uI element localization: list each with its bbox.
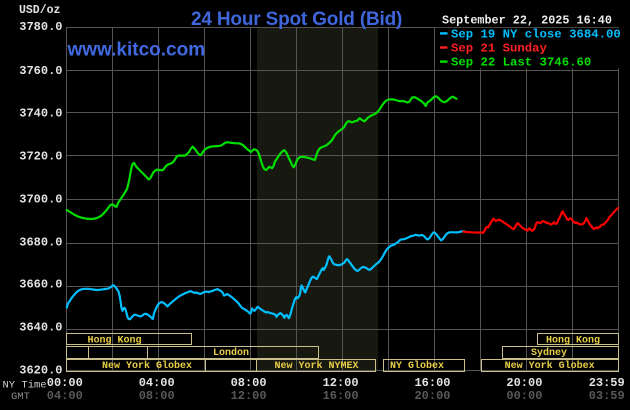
svg-text:3760.0: 3760.0 [19,64,62,78]
svg-text:20:00: 20:00 [414,389,450,403]
svg-text:04:00: 04:00 [47,389,83,403]
svg-text:03:59: 03:59 [589,389,625,403]
svg-text:23:59: 23:59 [589,376,625,390]
svg-text:NY Globex: NY Globex [390,360,444,372]
svg-text:Sep 21 Sunday: Sep 21 Sunday [451,41,548,55]
svg-text:3660.0: 3660.0 [19,278,62,292]
svg-text:Sydney: Sydney [531,347,567,359]
svg-text:Hong Kong: Hong Kong [88,335,142,346]
svg-text:3740.0: 3740.0 [19,106,62,120]
svg-text:Sep 19 NY close 3684.00: Sep 19 NY close 3684.00 [451,27,621,41]
svg-text:00:00: 00:00 [47,376,83,390]
svg-text:08:00: 08:00 [231,376,267,390]
svg-text:New York NYMEX: New York NYMEX [275,360,359,372]
svg-text:London: London [213,347,249,359]
svg-text:3620.0: 3620.0 [19,364,62,378]
svg-text:00:00: 00:00 [506,389,542,403]
svg-text:20:00: 20:00 [506,376,542,390]
svg-text:04:00: 04:00 [139,376,175,390]
svg-text:NY Time: NY Time [3,379,47,391]
svg-text:16:00: 16:00 [323,389,359,403]
svg-text:3700.0: 3700.0 [19,192,62,206]
svg-text:USD/oz: USD/oz [19,4,61,17]
svg-text:New York Globex: New York Globex [102,360,192,372]
svg-text:12:00: 12:00 [231,389,267,403]
svg-text:08:00: 08:00 [139,389,175,403]
svg-text:3720.0: 3720.0 [19,149,62,163]
svg-text:Sep 22 Last 3746.60: Sep 22 Last 3746.60 [451,56,591,70]
svg-text:3680.0: 3680.0 [19,235,62,249]
svg-text:3780.0: 3780.0 [19,20,62,34]
svg-text:16:00: 16:00 [414,376,450,390]
svg-text:24 Hour Spot Gold (Bid): 24 Hour Spot Gold (Bid) [191,9,402,30]
svg-text:www.kitco.com: www.kitco.com [67,39,206,60]
svg-text:3640.0: 3640.0 [19,321,62,335]
svg-text:New York Globex: New York Globex [505,360,595,372]
svg-text:GMT: GMT [11,391,30,403]
svg-text:12:00: 12:00 [323,376,359,390]
svg-text:September 22, 2025 16:40: September 22, 2025 16:40 [442,13,612,27]
svg-text:Hong Kong: Hong Kong [546,335,600,346]
